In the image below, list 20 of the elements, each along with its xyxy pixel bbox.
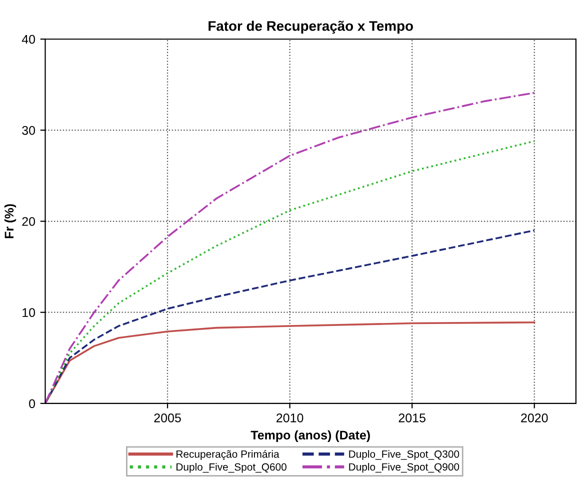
legend-label: Duplo_Five_Spot_Q600 [176,463,286,473]
line-series [45,140,536,404]
y-axis-title: Fr (%) [4,204,16,238]
legend-label: Recuperação Primária [176,450,280,460]
legend-label: Duplo_Five_Spot_Q300 [349,450,460,460]
y-tick-label: 0 [29,399,36,408]
line-series [45,92,536,404]
x-tick-label: 2010 [276,413,304,422]
line-series [45,229,536,404]
chart-title: Fator de Recuperação x Tempo [208,20,413,34]
y-tick-label: 30 [22,126,36,135]
legend-label: Duplo_Five_Spot_Q900 [349,462,460,473]
line-series [45,321,536,404]
y-tick-label: 10 [22,308,36,317]
x-tick-label: 2015 [398,413,426,422]
y-tick-label: 40 [22,34,36,44]
x-tick-label: 2020 [521,413,548,422]
x-axis-title: Tempo (anos) (Date) [250,430,370,442]
y-tick-label: 20 [22,217,36,226]
x-tick-label: 2005 [154,413,181,422]
